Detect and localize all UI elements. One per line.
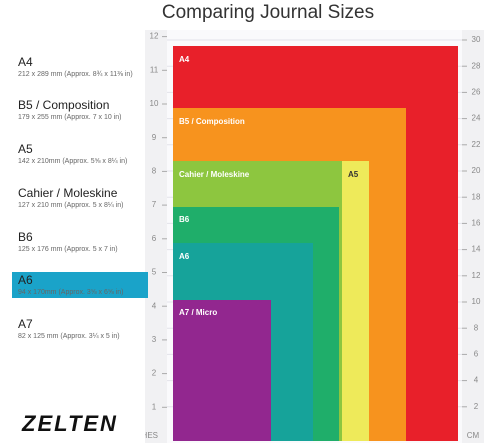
inch-label: 7 [152,200,157,209]
size-detail: 179 x 255 mm (Approx. 7 x 10 in) [18,114,122,121]
size-detail: 142 x 210mm (Approx. 5⅝ x 8¼ in) [18,158,127,165]
ruler-unit: INCHES [128,431,158,440]
size-name: A6 [18,273,33,287]
inch-label: 6 [152,234,157,243]
cm-label: 2 [474,402,479,411]
inch-label: 4 [152,301,157,310]
cm-label: 16 [472,219,481,228]
inch-label: 5 [152,268,157,277]
size-detail: 212 x 289 mm (Approx. 8¾ x 11⅜ in) [18,71,133,78]
cm-label: 26 [472,88,481,97]
rect-label: A5 [348,170,359,179]
a7-rect [173,300,271,441]
cm-ruler [462,30,484,443]
size-name: B6 [18,230,33,244]
inch-label: 11 [150,65,159,74]
ruler-unit: CM [467,431,480,440]
inch-ruler [145,30,167,443]
inch-label: 3 [152,335,157,344]
cm-label: 24 [472,114,481,123]
cm-label: 4 [474,376,479,385]
inch-label: 9 [152,133,157,142]
size-detail: 127 x 210 mm (Approx. 5 x 8¼ in) [18,202,123,209]
logo: ZELTEN [21,411,118,436]
inch-label: 12 [150,32,159,41]
size-detail: 125 x 176 mm (Approx. 5 x 7 in) [18,246,118,253]
highlight [12,272,148,298]
size-name: A7 [18,317,33,331]
cm-label: 14 [472,245,481,254]
cm-label: 18 [472,192,481,201]
cm-label: 20 [472,166,481,175]
size-detail: 82 x 125 mm (Approx. 3¼ x 5 in) [18,333,120,340]
size-name: A5 [18,142,33,156]
rect-label: B6 [179,215,190,224]
rect-label: B5 / Composition [179,117,245,126]
size-name: A4 [18,55,33,69]
cm-label: 28 [472,61,481,70]
inch-label: 10 [150,99,159,108]
cm-label: 30 [472,35,481,44]
cm-label: 8 [474,323,479,332]
a5-rect [342,161,369,441]
rect-label: A6 [179,252,190,261]
size-name: Cahier / Moleskine [18,186,118,200]
inch-label: 8 [152,167,157,176]
size-name: B5 / Composition [18,98,109,112]
cm-label: 22 [472,140,481,149]
rect-label: A7 / Micro [179,308,217,317]
size-detail: 94 x 170mm (Approx. 3⅝ x 6⅝ in) [18,289,123,296]
cm-label: 6 [474,350,479,359]
inch-label: 2 [152,369,157,378]
cm-label: 12 [472,271,481,280]
inch-label: 1 [152,402,157,411]
title: Comparing Journal Sizes [162,2,374,23]
rect-label: A4 [179,55,190,64]
cm-label: 10 [472,297,481,306]
rect-label: Cahier / Moleskine [179,170,250,179]
